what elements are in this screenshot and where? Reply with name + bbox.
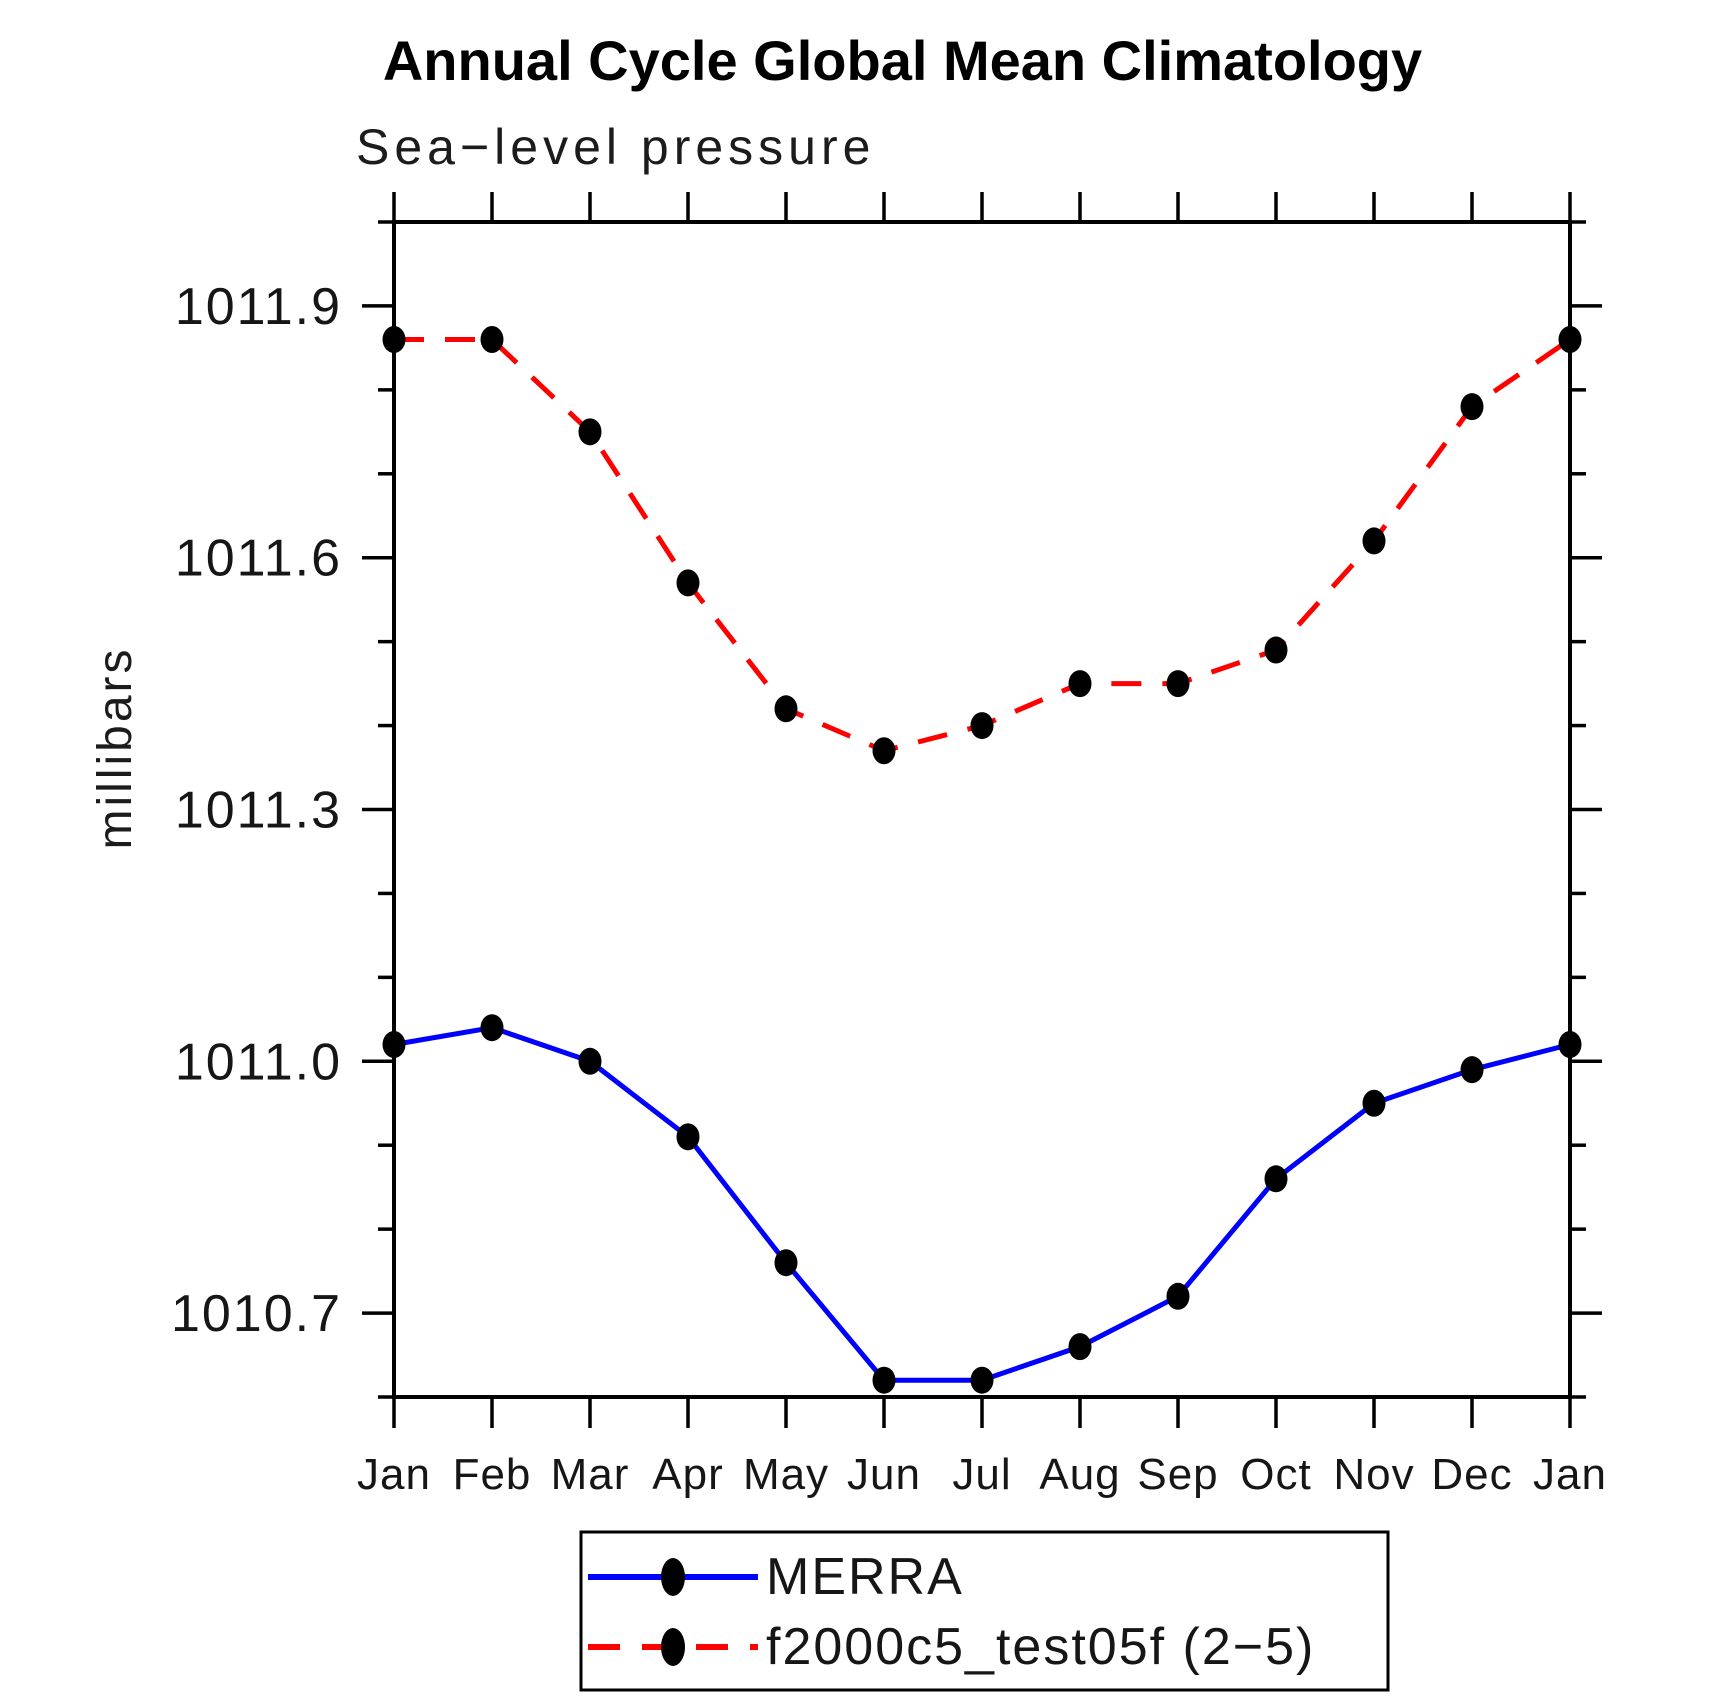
month-label: Dec [1431, 1450, 1512, 1499]
data-point-marker [382, 326, 406, 353]
month-label: Feb [453, 1450, 532, 1499]
month-label: Oct [1240, 1450, 1311, 1499]
legend-label: f2000c5_test05f (2−5) [766, 1618, 1315, 1676]
month-label: Jul [952, 1450, 1011, 1499]
data-point-marker [1068, 670, 1092, 698]
legend-box [579, 1530, 1390, 1692]
series-line-f2000c5 [394, 337, 1572, 754]
month-label: Aug [1039, 1450, 1120, 1499]
series-line-merra [393, 1025, 1571, 1383]
chart-title: Annual Cycle Global Mean Climatology [382, 29, 1423, 92]
month-label: May [743, 1450, 829, 1499]
month-label: Jan [357, 1450, 431, 1499]
data-point-marker [382, 1031, 406, 1058]
legend-marker [661, 1558, 685, 1596]
data-point-marker [480, 326, 504, 353]
data-point-marker [872, 1366, 896, 1394]
month-label: Apr [652, 1450, 723, 1499]
data-point-marker [578, 1047, 602, 1075]
y-tick-label: 1011.9 [175, 278, 342, 336]
data-point-marker [480, 1014, 504, 1042]
y-tick-label: 1011.3 [175, 782, 342, 840]
y-tick-label: 1011.0 [175, 1033, 342, 1091]
data-point-marker [1558, 326, 1582, 353]
data-point-marker [676, 1123, 700, 1151]
y-tick-label: 1011.6 [175, 530, 342, 588]
month-label: Jun [847, 1450, 921, 1499]
legend-label: MERRA [766, 1548, 964, 1606]
data-point-marker [1264, 636, 1288, 664]
month-label: Sep [1137, 1450, 1218, 1499]
data-point-marker [1166, 1282, 1190, 1310]
data-point-marker [676, 569, 700, 597]
data-point-marker [872, 737, 896, 765]
data-point-marker [970, 1366, 994, 1394]
data-point-marker [970, 712, 994, 740]
legend-marker [661, 1628, 685, 1666]
month-label: Nov [1333, 1450, 1414, 1499]
data-point-marker [774, 695, 798, 723]
y-tick-label: 1010.7 [171, 1285, 342, 1343]
chart-subtitle: Sea−level pressure [356, 119, 876, 175]
month-label: Jan [1533, 1450, 1607, 1499]
data-point-marker [1166, 670, 1190, 698]
data-point-marker [1264, 1165, 1288, 1193]
data-point-marker [1068, 1333, 1092, 1361]
data-point-marker [1362, 1089, 1386, 1117]
data-point-marker [578, 418, 602, 446]
data-point-marker [1362, 527, 1386, 555]
data-point-marker [1558, 1031, 1582, 1058]
data-point-marker [774, 1249, 798, 1277]
data-point-marker [1460, 393, 1484, 421]
month-label: Mar [551, 1450, 630, 1499]
plot-frame [392, 220, 1572, 1399]
data-point-marker [1460, 1056, 1484, 1084]
